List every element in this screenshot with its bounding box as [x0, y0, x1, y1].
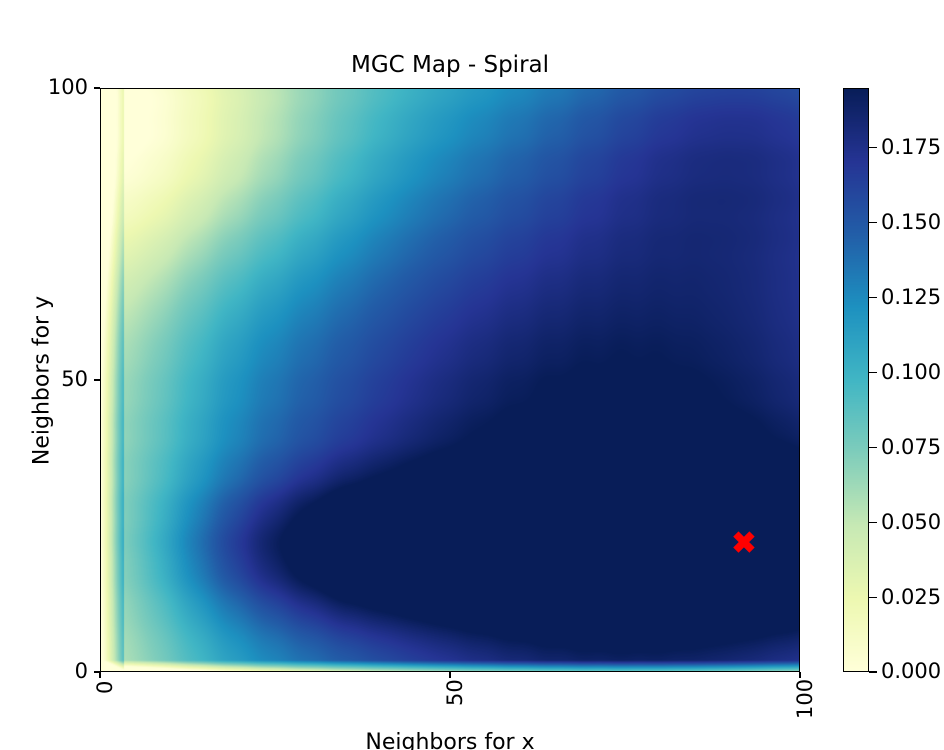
colorbar-tick-mark	[869, 147, 877, 148]
colorbar-canvas	[843, 88, 869, 672]
x-tick-mark	[799, 672, 800, 678]
colorbar-tick-label: 0.100	[881, 360, 941, 384]
x-tick-mark	[99, 672, 100, 678]
y-tick-mark	[94, 379, 100, 380]
colorbar-tick-mark	[869, 222, 877, 223]
colorbar-tick-label: 0.000	[881, 659, 941, 683]
colorbar-tick-label: 0.150	[881, 210, 941, 234]
x-tick-label: 100	[793, 678, 817, 718]
colorbar-tick-label: 0.175	[881, 135, 941, 159]
colorbar-tick-mark	[869, 597, 877, 598]
chart-title: MGC Map - Spiral	[100, 52, 800, 78]
colorbar-tick-label: 0.025	[881, 585, 941, 609]
x-axis-label: Neighbors for x	[100, 730, 800, 750]
x-tick-label: 50	[443, 680, 467, 707]
colorbar-tick-label: 0.125	[881, 285, 941, 309]
colorbar-tick-label: 0.050	[881, 510, 941, 534]
y-tick-label: 0	[28, 659, 88, 683]
colorbar-tick-mark	[869, 372, 877, 373]
colorbar-tick-label: 0.075	[881, 435, 941, 459]
heatmap-canvas	[100, 88, 800, 672]
x-tick-mark	[449, 672, 450, 678]
colorbar-tick-mark	[869, 297, 877, 298]
y-tick-mark	[94, 87, 100, 88]
colorbar-tick-mark	[869, 447, 877, 448]
colorbar-tick-mark	[869, 671, 877, 672]
y-tick-label: 50	[28, 367, 88, 391]
colorbar-tick-mark	[869, 522, 877, 523]
y-tick-label: 100	[28, 75, 88, 99]
x-tick-label: 0	[93, 681, 117, 694]
